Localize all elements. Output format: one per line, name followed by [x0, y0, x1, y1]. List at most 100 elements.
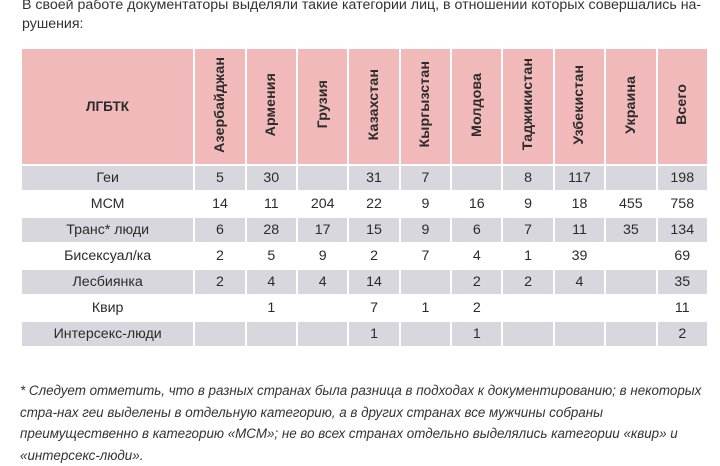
table-cell: 7 — [349, 296, 399, 320]
violations-table: ЛГБТК Азербайджан Армения Грузия Казахст… — [20, 47, 709, 348]
table-cell: 1 — [400, 296, 451, 320]
table-row: Геи 5 30 31 7 8 117 198 — [22, 166, 707, 190]
table-cell: 14 — [349, 270, 399, 294]
table-cell — [400, 270, 451, 294]
col-header-uzbekistan: Узбекистан — [554, 49, 605, 164]
table-cell: 5 — [195, 166, 245, 190]
row-label: Квир — [22, 296, 194, 320]
table-cell: 2 — [452, 270, 502, 294]
table-cell: 2 — [657, 322, 707, 346]
table-cell — [606, 322, 656, 346]
table-cell: 8 — [503, 166, 553, 190]
table-cell: 16 — [452, 192, 502, 216]
table-cell: 2 — [452, 296, 502, 320]
table-cell — [606, 244, 656, 268]
table-cell — [606, 166, 656, 190]
corner-header: ЛГБТК — [22, 49, 194, 164]
col-header-label: Всего — [674, 84, 691, 125]
col-header-label: Кыргызстан — [417, 61, 434, 148]
table-cell: 4 — [298, 270, 348, 294]
table-cell: 9 — [400, 218, 451, 242]
table-cell — [554, 296, 605, 320]
col-header-total: Всего — [657, 49, 707, 164]
table-cell: 6 — [452, 218, 502, 242]
table-row: Интерсекс-люди 1 1 2 — [22, 322, 707, 346]
table-cell: 1 — [349, 322, 399, 346]
table-cell: 5 — [246, 244, 296, 268]
table-cell: 1 — [503, 244, 553, 268]
header-row: ЛГБТК Азербайджан Армения Грузия Казахст… — [22, 49, 707, 164]
col-header-label: Таджикистан — [520, 58, 537, 151]
col-header-label: Азербайджан — [211, 56, 228, 153]
table-cell — [606, 296, 656, 320]
table-cell: 2 — [195, 270, 245, 294]
table-cell: 4 — [452, 244, 502, 268]
table-cell: 7 — [503, 218, 553, 242]
table-cell: 9 — [400, 192, 451, 216]
table-cell: 31 — [349, 166, 399, 190]
col-header-moldova: Молдова — [452, 49, 502, 164]
table-cell: 28 — [246, 218, 296, 242]
table-cell: 22 — [349, 192, 399, 216]
table-cell: 7 — [400, 166, 451, 190]
table-cell: 35 — [657, 270, 707, 294]
table-cell: 18 — [554, 192, 605, 216]
table-cell: 9 — [298, 244, 348, 268]
table-cell: 7 — [400, 244, 451, 268]
col-header-tajikistan: Таджикистан — [503, 49, 553, 164]
table-cell: 2 — [503, 270, 553, 294]
table-cell — [503, 296, 553, 320]
table-cell: 455 — [606, 192, 656, 216]
col-header-label: Армения — [263, 72, 280, 137]
table-cell: 15 — [349, 218, 399, 242]
table-cell: 2 — [349, 244, 399, 268]
col-header-armenia: Армения — [246, 49, 296, 164]
table-cell: 4 — [554, 270, 605, 294]
table-cell: 117 — [554, 166, 605, 190]
table-cell: 1 — [452, 322, 502, 346]
col-header-label: Узбекистан — [571, 64, 588, 145]
table-row: Квир 1 7 1 2 11 — [22, 296, 707, 320]
table-cell: 204 — [298, 192, 348, 216]
table-row: Лесбиянка 2 4 4 14 2 2 4 35 — [22, 270, 707, 294]
table-cell: 11 — [554, 218, 605, 242]
col-header-ukraine: Украина — [606, 49, 656, 164]
table-cell: 2 — [195, 244, 245, 268]
table-cell — [246, 322, 296, 346]
col-header-kyrgyzstan: Кыргызстан — [400, 49, 451, 164]
table-cell — [195, 296, 245, 320]
row-label: Геи — [22, 166, 194, 190]
table-cell: 758 — [657, 192, 707, 216]
table-cell — [606, 270, 656, 294]
intro-paragraph: В своей работе документаторы выделяли та… — [22, 0, 702, 32]
table-cell — [400, 322, 451, 346]
col-header-label: Украина — [622, 75, 639, 134]
table-cell: 30 — [246, 166, 296, 190]
table-cell: 198 — [657, 166, 707, 190]
table-row: МСМ 14 11 204 22 9 16 9 18 455 758 — [22, 192, 707, 216]
table-cell: 134 — [657, 218, 707, 242]
row-label: Интерсекс-люди — [22, 322, 194, 346]
col-header-kazakhstan: Казахстан — [349, 49, 399, 164]
row-label: Транс* люди — [22, 218, 194, 242]
table-cell: 69 — [657, 244, 707, 268]
table-cell: 4 — [246, 270, 296, 294]
table-cell: 11 — [657, 296, 707, 320]
table-cell: 11 — [246, 192, 296, 216]
table-cell — [503, 322, 553, 346]
row-label: Бисексуал/ка — [22, 244, 194, 268]
col-header-azerbaijan: Азербайджан — [195, 49, 245, 164]
col-header-georgia: Грузия — [298, 49, 348, 164]
table-row: Бисексуал/ка 2 5 9 2 7 4 1 39 69 — [22, 244, 707, 268]
table-cell — [452, 166, 502, 190]
table-cell: 35 — [606, 218, 656, 242]
col-header-label: Молдова — [468, 72, 485, 137]
table-cell — [195, 322, 245, 346]
row-label: МСМ — [22, 192, 194, 216]
row-label: Лесбиянка — [22, 270, 194, 294]
table-cell: 9 — [503, 192, 553, 216]
table-cell — [298, 322, 348, 346]
table-cell: 1 — [246, 296, 296, 320]
table-cell: 14 — [195, 192, 245, 216]
table-row: Транс* люди 6 28 17 15 9 6 7 11 35 134 — [22, 218, 707, 242]
